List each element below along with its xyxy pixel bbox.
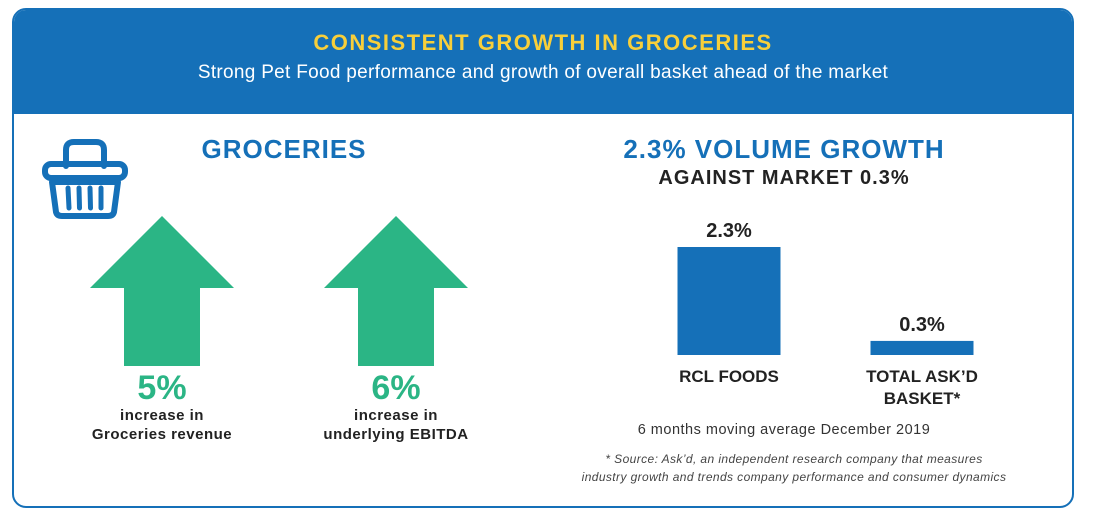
bar-value-label-2: 0.3% (899, 314, 945, 336)
bar-value-label-1: 2.3% (706, 220, 752, 242)
chart-note: 6 months moving average December 2019 (637, 422, 931, 438)
category-label-2: BASKET* (884, 389, 961, 408)
ebitda-label-line2: underlying EBITDA (323, 426, 469, 443)
source-line-2: industry growth and trends company perfo… (581, 470, 1007, 484)
source-line-1: * Source: Ask’d, an independent research… (605, 452, 983, 466)
volume-subheading: AGAINST MARKET 0.3% (658, 167, 910, 189)
bar-1 (677, 247, 781, 355)
category-label-1: RCL FOODS (679, 367, 779, 386)
ebitda-stat: 6% increase in underlying EBITDA (296, 370, 496, 444)
revenue-label-line2: Groceries revenue (91, 426, 233, 443)
revenue-percentage: 5% (137, 369, 187, 407)
revenue-stat: 5% increase in Groceries revenue (62, 370, 262, 444)
up-arrow-icon (90, 216, 234, 366)
volume-heading: 2.3% VOLUME GROWTH (623, 134, 945, 164)
basket-icon (42, 139, 128, 219)
groceries-heading: GROCERIES (201, 134, 367, 164)
revenue-label-line1: increase in (120, 407, 204, 424)
ebitda-label-line1: increase in (354, 407, 438, 424)
banner-title: CONSISTENT GROWTH IN GROCERIES (313, 30, 773, 55)
source-footnote: * Source: Ask’d, an independent research… (534, 450, 1054, 486)
category-label-2: TOTAL ASK’D (866, 367, 978, 386)
bar-2 (870, 340, 974, 355)
up-arrow-icon (324, 216, 468, 366)
volume-bar-chart: 2.3% RCL FOODS 0.3% TOTAL ASK’D BASKET* (677, 220, 978, 408)
ebitda-percentage: 6% (371, 369, 421, 407)
banner-subtitle: Strong Pet Food performance and growth o… (197, 62, 889, 83)
header-banner: CONSISTENT GROWTH IN GROCERIES Strong Pe… (14, 10, 1072, 114)
infographic-card: CONSISTENT GROWTH IN GROCERIES Strong Pe… (12, 8, 1074, 508)
